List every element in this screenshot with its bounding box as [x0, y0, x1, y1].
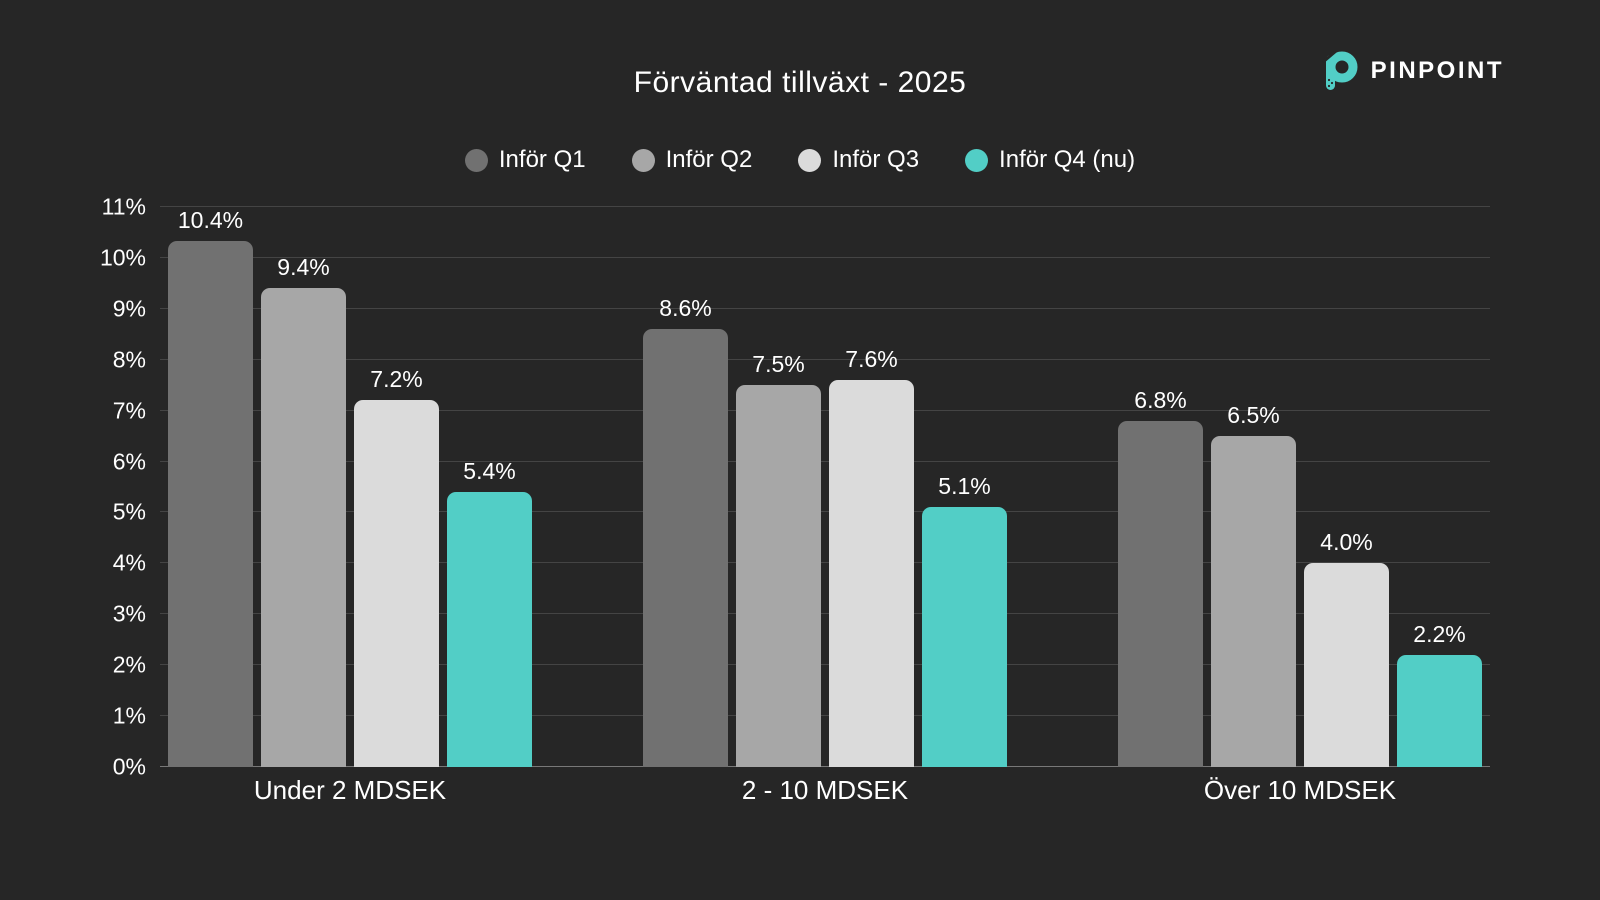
- gridline: [160, 511, 1490, 513]
- bar-value-label: 5.4%: [463, 458, 516, 485]
- bar: [643, 329, 728, 767]
- bar-value-label: 2.2%: [1413, 621, 1466, 647]
- bar-value-label: 10.4%: [177, 207, 244, 233]
- bar: [168, 241, 253, 767]
- legend-item-q3: Inför Q3: [798, 146, 919, 174]
- y-axis-tick-label: 11%: [101, 193, 146, 220]
- legend-item-label: Inför Q1: [498, 146, 586, 173]
- gridline: [160, 715, 1490, 717]
- bar-slot: 10.4%: [168, 207, 253, 767]
- bar: [1211, 436, 1296, 767]
- x-axis-category-label: 2 - 10 MDSEK: [741, 775, 909, 805]
- pinpoint-p-icon: [1319, 48, 1359, 94]
- x-axis-category-label: Under 2 MDSEK: [253, 775, 447, 805]
- legend-item-q2: Inför Q2: [631, 146, 753, 174]
- brand-wordmark: PINPOINT: [1370, 57, 1504, 84]
- pinpoint-logo: PINPOINT: [1319, 48, 1504, 94]
- y-axis-tick-label: 8%: [112, 346, 146, 373]
- bar-value-label: 7.2%: [370, 366, 423, 393]
- legend-item-label: Inför Q3: [832, 146, 920, 173]
- bar-value-label: 7.5%: [752, 351, 805, 378]
- y-axis-tick-label: 3%: [112, 600, 146, 627]
- bar: [261, 288, 346, 767]
- bar: [1397, 655, 1482, 767]
- legend-item-q4: Inför Q4 (nu): [965, 146, 1135, 174]
- legend-item-label: Inför Q4 (nu): [999, 146, 1136, 173]
- gridline: [160, 256, 1490, 258]
- legend-dot-icon: [965, 148, 989, 172]
- axis-baseline: [160, 766, 1490, 767]
- bar-slot: 2.2%: [1397, 207, 1482, 767]
- y-axis-labels: 0% 1% 2% 3% 4% 5% 6% 7% 8% 9% 10% 11%: [0, 194, 146, 780]
- legend-dot-icon: [631, 148, 655, 172]
- gridline: [160, 358, 1490, 360]
- bar-group: 8.6% 7.5% 7.6% 5.1%: [643, 207, 1007, 767]
- bar-group: 6.8% 6.5% 4.0% 2.2%: [1118, 207, 1482, 767]
- bar-value-label: 8.6%: [659, 295, 712, 322]
- bar-slot: 7.6%: [829, 207, 914, 767]
- gridline: [160, 613, 1490, 615]
- y-axis-tick-label: 1%: [112, 702, 146, 729]
- bar-slot: 7.2%: [354, 207, 439, 767]
- legend-item-q1: Inför Q1: [464, 146, 586, 174]
- bar: [1304, 563, 1389, 767]
- bar-group: 10.4% 9.4% 7.2% 5.4%: [168, 207, 532, 767]
- x-axis-labels: Under 2 MDSEK 2 - 10 MDSEK Över 10 MDSEK: [160, 775, 1490, 806]
- bar: [736, 385, 821, 767]
- bar-slot: 7.5%: [736, 207, 821, 767]
- gridline: [160, 562, 1490, 564]
- y-axis-tick-label: 0%: [112, 753, 146, 780]
- bar-slot: 6.8%: [1118, 207, 1203, 767]
- gridline: [160, 664, 1490, 666]
- bar-value-label: 5.1%: [938, 473, 991, 500]
- legend-dot-icon: [464, 148, 488, 172]
- bar: [922, 507, 1007, 767]
- y-axis-tick-label: 6%: [112, 448, 146, 475]
- y-axis-tick-label: 7%: [112, 397, 146, 424]
- bar: [447, 492, 532, 767]
- y-axis-tick-label: 10%: [99, 244, 146, 271]
- bar-slot: 5.1%: [922, 207, 1007, 767]
- y-axis-tick-label: 4%: [112, 549, 146, 576]
- bar-slot: 8.6%: [643, 207, 728, 767]
- bar: [1118, 420, 1203, 767]
- chart-legend: Inför Q1 Inför Q2 Inför Q3 Inför Q4 (nu): [0, 146, 1600, 174]
- y-axis-tick-label: 5%: [112, 498, 146, 525]
- gridline: [160, 206, 1490, 207]
- y-axis-tick-label: 9%: [112, 295, 146, 322]
- chart-title: Förväntad tillväxt - 2025: [633, 66, 967, 99]
- bar: [829, 380, 914, 767]
- bar-value-label: 4.0%: [1320, 529, 1373, 556]
- bar-value-label: 6.8%: [1134, 386, 1187, 413]
- bar-slot: 4.0%: [1304, 207, 1389, 767]
- bar: [354, 400, 439, 767]
- gridline: [160, 307, 1490, 309]
- plot-area: 10.4% 9.4% 7.2% 5.4% 8.6% 7.5% 7.6% 5.1% 6.8% 6.5…: [160, 206, 1490, 767]
- bar-groups-layer: 10.4% 9.4% 7.2% 5.4% 8.6% 7.5% 7.6% 5.1% 6.8% 6.5…: [160, 207, 1490, 767]
- bar-value-label: 6.5%: [1227, 402, 1280, 429]
- bar-value-label: 9.4%: [277, 254, 330, 281]
- gridline: [160, 409, 1490, 411]
- legend-item-label: Inför Q2: [665, 146, 753, 173]
- bar-slot: 5.4%: [447, 207, 532, 767]
- bar-slot: 6.5%: [1211, 207, 1296, 767]
- y-axis-tick-label: 2%: [112, 651, 146, 678]
- bar-slot: 9.4%: [261, 207, 346, 767]
- bar-value-label: 7.6%: [845, 346, 898, 373]
- legend-dot-icon: [798, 148, 822, 172]
- gridline: [160, 460, 1490, 462]
- x-axis-category-label: Över 10 MDSEK: [1203, 775, 1397, 805]
